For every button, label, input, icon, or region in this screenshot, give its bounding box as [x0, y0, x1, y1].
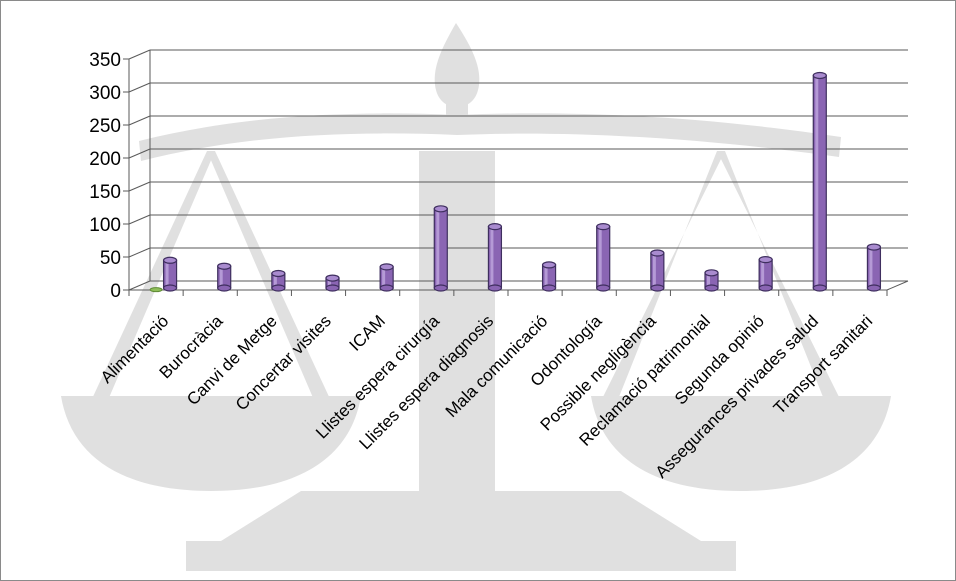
- bar-cap: [812, 71, 827, 80]
- bar-base: [271, 284, 286, 292]
- bar-base: [379, 284, 394, 292]
- bar-body: [162, 259, 178, 289]
- bar-cap: [596, 223, 611, 231]
- y-tick-label: 200: [89, 149, 121, 170]
- bar-body: [866, 246, 882, 289]
- bar-highlight: [707, 274, 710, 286]
- bar-body: [758, 259, 773, 289]
- bar-base: [325, 284, 340, 292]
- bar: [596, 223, 611, 292]
- bar-highlight: [652, 255, 656, 286]
- bar-base: [596, 284, 611, 292]
- bar: [325, 274, 340, 292]
- bar: [217, 262, 232, 292]
- scales-of-justice-icon: [61, 23, 891, 571]
- bar: [866, 243, 882, 292]
- bar: [487, 223, 503, 292]
- bar-highlight: [328, 280, 331, 286]
- bar: [650, 249, 665, 292]
- gridline-depth: [128, 181, 151, 192]
- bar-highlight: [219, 268, 223, 286]
- bar-cap: [866, 243, 882, 251]
- bar: [271, 269, 286, 292]
- bar: [149, 256, 178, 293]
- bar-base: [866, 284, 882, 292]
- bar: [812, 71, 827, 292]
- bar-cap: [541, 261, 557, 269]
- bar-cap: [162, 256, 178, 264]
- bar-base: [758, 284, 773, 292]
- y-tick-label: 100: [89, 215, 121, 236]
- bar-cap: [650, 249, 665, 257]
- y-tick-label: 350: [89, 50, 121, 71]
- bar-base: [812, 284, 827, 292]
- bar-highlight: [761, 261, 765, 286]
- bar-body: [487, 226, 503, 289]
- y-tick-label: 50: [100, 248, 121, 269]
- x-tick-label: ICAM: [346, 311, 389, 354]
- bar: [758, 256, 773, 292]
- bar-highlight: [815, 77, 819, 286]
- gridline-depth: [128, 247, 151, 258]
- bar: [433, 205, 448, 292]
- bar: [704, 269, 719, 292]
- bar-base: [704, 284, 719, 292]
- bar-body: [596, 226, 611, 289]
- bar-body: [812, 74, 827, 289]
- bar: [541, 261, 557, 292]
- bar-cap: [704, 269, 719, 277]
- bar-base: [650, 284, 665, 292]
- bar-cap: [271, 269, 286, 278]
- bar-highlight: [273, 275, 277, 286]
- bar-base: [162, 284, 178, 292]
- y-tick-label: 0: [110, 281, 121, 302]
- bar-cap: [758, 256, 773, 264]
- floor-edge: [886, 280, 909, 291]
- bar: [379, 263, 394, 292]
- bar-base: [487, 284, 503, 292]
- bar-cap: [379, 263, 394, 271]
- bar-highlight: [490, 228, 494, 286]
- bar-highlight: [165, 262, 169, 286]
- bar-highlight: [436, 210, 440, 286]
- gridline-depth: [128, 280, 151, 291]
- gridline-depth: [128, 115, 151, 126]
- y-tick-label: 150: [89, 182, 121, 203]
- bar-base: [541, 284, 557, 292]
- bar-body: [650, 252, 665, 289]
- bar-cap: [325, 274, 340, 282]
- bar-cap: [433, 205, 448, 213]
- bar-body: [433, 208, 448, 289]
- bar-base: [217, 284, 232, 292]
- bar-cap: [217, 262, 232, 270]
- gridline-depth: [128, 214, 151, 225]
- bar-highlight: [869, 249, 873, 286]
- gridline-depth: [128, 82, 151, 93]
- bar-cap: [487, 223, 503, 231]
- y-tick-label: 250: [89, 116, 121, 137]
- bar-secondary: [149, 287, 163, 293]
- bar-highlight: [382, 268, 386, 286]
- gridline-depth: [128, 49, 151, 60]
- y-tick-label: 300: [89, 83, 121, 104]
- bar-highlight: [598, 228, 602, 286]
- bar-highlight: [544, 266, 548, 286]
- gridline-depth: [128, 148, 151, 159]
- bar-base: [433, 284, 448, 292]
